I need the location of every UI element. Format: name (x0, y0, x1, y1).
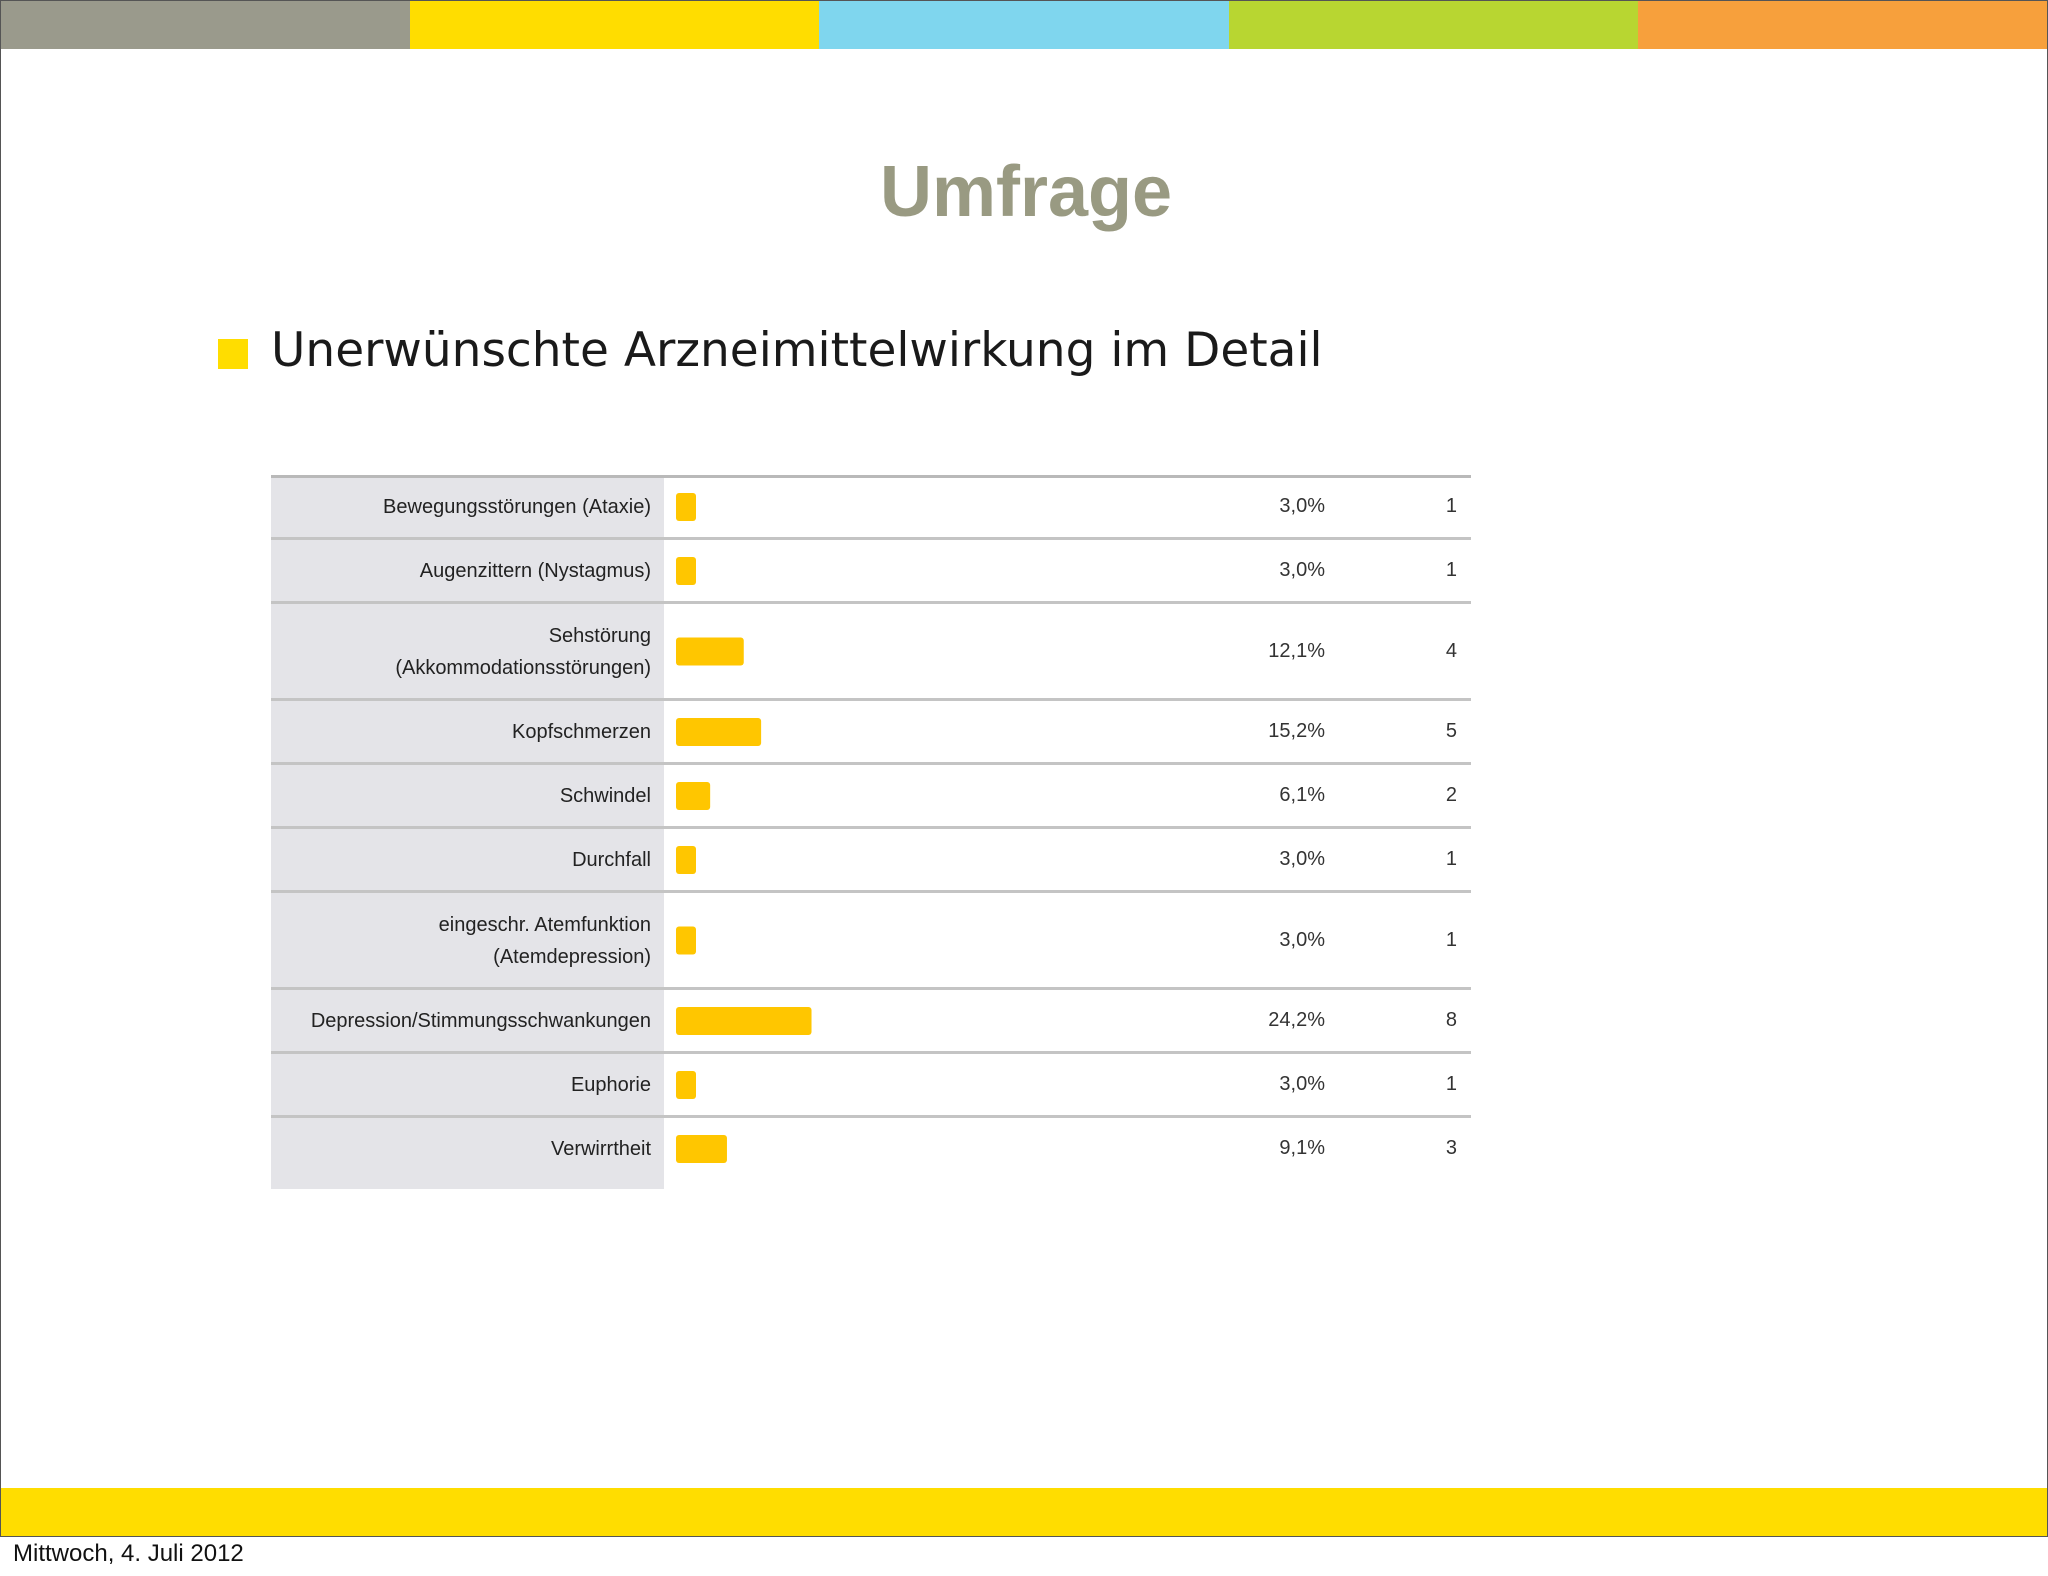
bottom-divider (1, 1536, 2047, 1537)
value-label: 3,0% (1279, 928, 1325, 951)
bar (676, 718, 762, 746)
top-bar-segment-orange (1637, 1, 2047, 49)
chart-bars-svg (271, 475, 1471, 1163)
category-label-line: Depression/Stimmungsschwankungen (310, 1010, 651, 1032)
top-bar-segment-blue (819, 1, 1229, 49)
row-separator (271, 601, 1471, 604)
category-label-line: Euphorie (570, 1074, 651, 1096)
slide: Umfrage Unerwünschte Arzneimittelwirkung… (0, 0, 2048, 1537)
category-label-line: Sehstörung (548, 624, 651, 647)
label-column (271, 475, 664, 1189)
bar (676, 1071, 696, 1099)
row-separator (271, 890, 1471, 893)
count-label: 4 (1445, 639, 1457, 662)
value-label: 3,0% (1279, 848, 1325, 870)
slide-title: Umfrage (879, 152, 1173, 232)
category-label: Euphorie (271, 1069, 651, 1101)
count-label: 5 (1445, 720, 1457, 742)
value-label: 6,1% (1279, 784, 1325, 806)
category-label: Durchfall (271, 844, 651, 876)
category-label: Sehstörung (Akkommodationsstörungen) (271, 620, 651, 684)
count-label: 1 (1445, 1073, 1457, 1095)
value-label: 24,2% (1268, 1009, 1325, 1031)
bar (676, 782, 711, 810)
category-label-line: Kopfschmerzen (512, 721, 651, 743)
category-label-line: Augenzittern (Nystagmus) (419, 560, 651, 582)
category-label-line: (Akkommodationsstörungen) (395, 656, 651, 679)
top-bar-segment-gray (1, 1, 411, 49)
chart-top-rule (271, 475, 1471, 478)
bar (676, 926, 696, 955)
footer-date: Mittwoch, 4. Juli 2012 (13, 1540, 244, 1567)
bar (676, 493, 696, 521)
slide-title-wrap: Umfrage (821, 151, 1231, 233)
category-label-line: Verwirrtheit (550, 1138, 651, 1160)
top-bar-segment-yellow (410, 1, 820, 49)
bar (676, 846, 696, 874)
count-label: 1 (1445, 848, 1457, 870)
bullet-square-icon (218, 339, 248, 369)
count-label: 2 (1445, 784, 1457, 806)
category-label-line: eingeschr. Atemfunktion (438, 913, 651, 936)
category-label: Bewegungsstörungen (Ataxie) (271, 491, 651, 523)
category-label: eingeschr. Atemfunktion (Atemdepression) (271, 909, 651, 973)
category-label: Depression/Stimmungsschwankungen (271, 1005, 651, 1037)
bottom-color-bar (1, 1488, 2047, 1537)
category-label-line: Durchfall (572, 849, 651, 871)
bar (676, 557, 696, 585)
count-label: 1 (1445, 559, 1457, 581)
top-color-bar (1, 1, 2047, 49)
count-label: 8 (1445, 1009, 1457, 1031)
category-label-line: Schwindel (559, 785, 651, 807)
bar-chart: Bewegungsstörungen (Ataxie) 3,0% 1 Augenzit… (271, 475, 1471, 1189)
row-separator (271, 762, 1471, 765)
category-label-line: Bewegungsstörungen (Ataxie) (383, 496, 651, 518)
value-label: 3,0% (1279, 1073, 1325, 1095)
category-label-line: (Atemdepression) (493, 945, 651, 968)
value-label: 3,0% (1279, 559, 1325, 581)
value-label: 15,2% (1268, 720, 1325, 742)
value-label: 3,0% (1279, 495, 1325, 517)
value-label: 12,1% (1268, 639, 1325, 662)
top-bar-segment-green (1228, 1, 1638, 49)
value-label: 9,1% (1279, 1137, 1325, 1159)
bar (676, 1007, 812, 1035)
bar (676, 1135, 727, 1163)
count-label: 1 (1445, 928, 1457, 951)
category-label: Augenzittern (Nystagmus) (271, 555, 651, 587)
count-label: 1 (1445, 495, 1457, 517)
row-separator (271, 1115, 1471, 1118)
bar (676, 637, 744, 666)
row-separator (271, 698, 1471, 701)
category-label: Verwirrtheit (271, 1133, 651, 1165)
row-separator (271, 1051, 1471, 1054)
row-separator (271, 826, 1471, 829)
row-separator (271, 987, 1471, 990)
row-separator (271, 537, 1471, 540)
bullet-text: Unerwünschte Arzneimittelwirkung im Deta… (271, 323, 1323, 378)
count-label: 3 (1445, 1137, 1457, 1159)
category-label: Kopfschmerzen (271, 716, 651, 748)
category-label: Schwindel (271, 780, 651, 812)
